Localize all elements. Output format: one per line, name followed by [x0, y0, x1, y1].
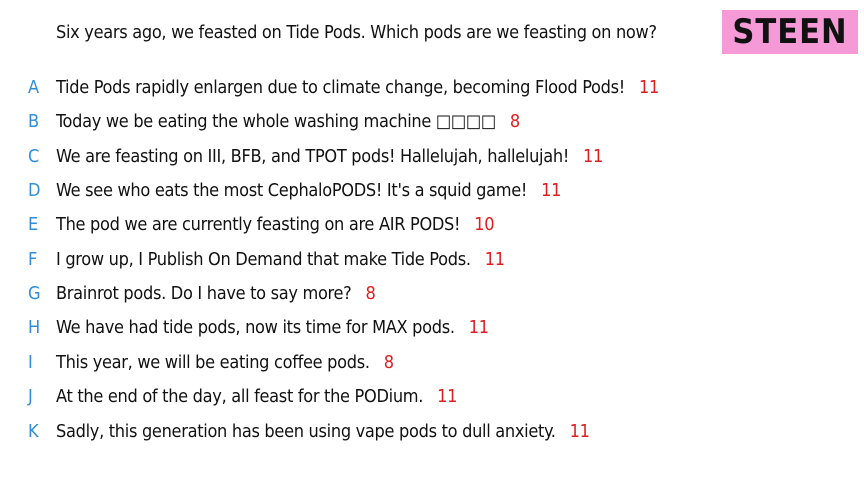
option-score: 8	[510, 111, 520, 132]
option-score: 11	[639, 77, 659, 98]
option-score: 11	[583, 146, 603, 167]
option-letter: D	[28, 180, 56, 201]
option-row-f: F I grow up, I Publish On Demand that ma…	[28, 246, 505, 272]
option-row-h: H We have had tide pods, now its time fo…	[28, 314, 489, 340]
option-row-j: J At the end of the day, all feast for t…	[28, 383, 457, 409]
option-text: Tide Pods rapidly enlargen due to climat…	[56, 77, 625, 98]
option-score: 11	[570, 421, 590, 442]
option-score: 8	[384, 352, 394, 373]
option-row-d: D We see who eats the most CephaloPODS! …	[28, 177, 561, 203]
option-score: 11	[437, 386, 457, 407]
option-text: Brainrot pods. Do I have to say more?	[56, 283, 351, 304]
option-text: This year, we will be eating coffee pods…	[56, 352, 370, 373]
option-letter: B	[28, 111, 56, 132]
option-letter: J	[28, 386, 56, 407]
prompt-text: Six years ago, we feasted on Tide Pods. …	[56, 22, 657, 43]
option-row-a: A Tide Pods rapidly enlargen due to clim…	[28, 74, 659, 100]
option-letter: F	[28, 249, 56, 270]
option-text: The pod we are currently feasting on are…	[56, 214, 460, 235]
option-letter: G	[28, 283, 56, 304]
option-letter: K	[28, 421, 56, 442]
option-letter: A	[28, 77, 56, 98]
option-row-b: B Today we be eating the whole washing m…	[28, 108, 520, 134]
option-letter: I	[28, 352, 56, 373]
option-text: I grow up, I Publish On Demand that make…	[56, 249, 471, 270]
option-text: At the end of the day, all feast for the…	[56, 386, 423, 407]
option-row-e: E The pod we are currently feasting on a…	[28, 211, 494, 237]
option-letter: H	[28, 317, 56, 338]
option-score: 11	[469, 317, 489, 338]
option-text: We are feasting on III, BFB, and TPOT po…	[56, 146, 569, 167]
option-text: Today we be eating the whole washing mac…	[56, 111, 496, 132]
option-score: 8	[365, 283, 375, 304]
option-score: 11	[541, 180, 561, 201]
option-row-c: C We are feasting on III, BFB, and TPOT …	[28, 143, 603, 169]
option-row-i: I This year, we will be eating coffee po…	[28, 349, 394, 375]
option-text: Sadly, this generation has been using va…	[56, 421, 556, 442]
option-text: We see who eats the most CephaloPODS! It…	[56, 180, 527, 201]
contestant-badge: STEEN	[722, 10, 858, 54]
option-score: 11	[485, 249, 505, 270]
option-score: 10	[474, 214, 494, 235]
option-text: We have had tide pods, now its time for …	[56, 317, 455, 338]
option-row-g: G Brainrot pods. Do I have to say more? …	[28, 280, 376, 306]
option-letter: C	[28, 146, 56, 167]
option-row-k: K Sadly, this generation has been using …	[28, 418, 590, 444]
option-letter: E	[28, 214, 56, 235]
